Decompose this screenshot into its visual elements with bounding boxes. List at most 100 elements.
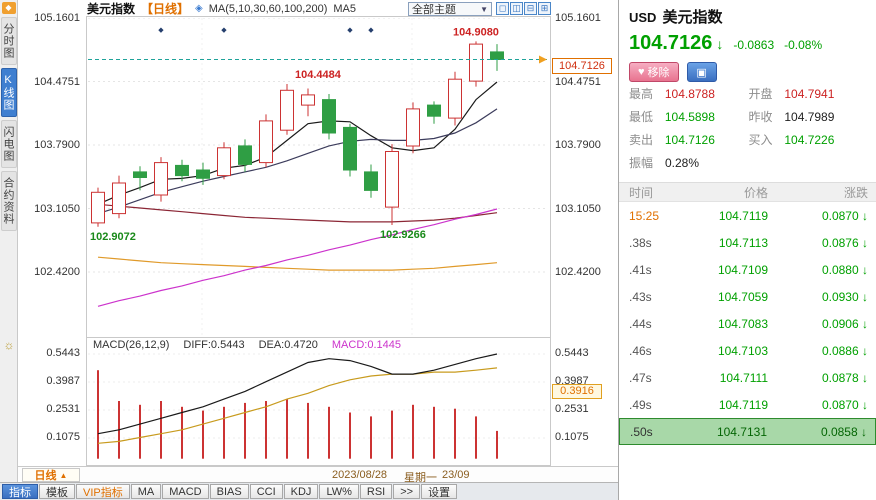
left-price-axis: 105.1601 104.4751 103.7900 103.1050 102.4200… <box>18 0 84 500</box>
alert-icon: ▣ <box>696 66 707 79</box>
quote-price-row: 104.7126 ↓ -0.0863 -0.08% <box>629 32 868 55</box>
stat-label: 开盘 <box>748 87 773 101</box>
tick-row[interactable]: .43s 104.7059 0.0930 ↓ <box>619 283 876 310</box>
stat-row: 最高 104.8788 开盘 104.7941 <box>629 82 868 105</box>
tick-row[interactable]: 15:25 104.7119 0.0870 ↓ <box>619 202 876 229</box>
bottom-tab-10[interactable]: RSI <box>359 484 393 499</box>
bottom-tab-2[interactable]: 模板 <box>39 484 75 499</box>
layout-button-1-icon[interactable]: ◻ <box>496 2 509 15</box>
stat-label: 振幅 <box>629 156 654 170</box>
chart-frame <box>86 16 551 466</box>
tick-row[interactable]: .38s 104.7113 0.0876 ↓ <box>619 229 876 256</box>
tick-change: 0.0886 ↓ <box>821 343 868 358</box>
bottom-tab-9[interactable]: LW% <box>319 484 359 499</box>
tick-row[interactable]: .49s 104.7119 0.0870 ↓ <box>619 391 876 418</box>
svg-text:◆: ◆ <box>221 27 227 34</box>
price-axis-label: 103.7900 <box>555 139 601 151</box>
remove-button-label: 移除 <box>647 67 670 79</box>
alert-button[interactable]: ▣ <box>686 62 717 82</box>
bottom-tab-3[interactable]: VIP指标 <box>76 484 130 499</box>
tick-price: 104.7119 <box>718 397 768 412</box>
sidebar-tabs: 分时图 K线图闪电图合约资料 <box>0 17 17 231</box>
svg-text:104.9080: 104.9080 <box>453 26 499 38</box>
symbol-name: 美元指数 <box>662 9 723 26</box>
sidebar-item-2[interactable]: K线图 <box>1 68 17 117</box>
tick-row[interactable]: .44s 104.7083 0.0906 ↓ <box>619 310 876 337</box>
theme-dropdown[interactable]: 全部主题 ▼ <box>408 2 492 16</box>
tick-time: .43s <box>629 289 652 304</box>
theme-dropdown-label: 全部主题 <box>412 4 456 16</box>
macd-header: MACD(26,12,9) DIFF:0.5443 DEA:0.4720 MAC… <box>87 337 550 351</box>
layout-buttons: ◻ ◫ ⊟ ⊞ <box>496 2 551 15</box>
stat-row: 卖出 104.7126 买入 104.7226 <box>629 128 868 151</box>
layout-button-4-icon[interactable]: ⊞ <box>538 2 551 15</box>
tick-row[interactable]: .46s 104.7103 0.0886 ↓ <box>619 337 876 364</box>
bottom-tab-6[interactable]: BIAS <box>209 484 249 499</box>
macd-axis-label: 0.5443 <box>46 347 80 359</box>
quote-actions: ♥ 移除 ▣ <box>629 62 868 82</box>
price-axis-label: 103.1050 <box>34 202 80 215</box>
ma-settings-label: MA(5,10,30,60,100,200) <box>208 2 328 15</box>
macd-axis-label: 0.1075 <box>46 431 80 443</box>
bottom-tab-7[interactable]: CCI <box>249 484 283 499</box>
stat-value: 104.7941 <box>784 86 835 101</box>
bottom-tab-4[interactable]: MA <box>130 484 162 499</box>
last-price: 104.7126 <box>629 32 713 54</box>
x-axis-range-end: 23/09 <box>442 469 470 481</box>
tick-price: 104.7113 <box>718 235 768 250</box>
bottom-tab-11[interactable]: >> <box>393 484 421 499</box>
bottom-tab-12[interactable]: 设置 <box>421 484 458 499</box>
svg-text:104.4484: 104.4484 <box>295 69 342 81</box>
layout-button-2-icon[interactable]: ◫ <box>510 2 523 15</box>
price-axis-label: 105.1601 <box>555 12 601 24</box>
indicator-toolbar: 指标 模板 VIP指标 MA MACD BIAS CCI KDJ LW% RSI >> 设置 <box>0 482 618 500</box>
macd-chart[interactable] <box>88 350 548 464</box>
ticks-col-price: 价格 <box>743 185 768 200</box>
macd-axis-label: 0.5443 <box>555 347 589 359</box>
tick-time: 15:25 <box>629 208 660 223</box>
candlestick-chart[interactable]: ◆ ◆ ◆ ◆ 104.9080 104.4484 102.9072 102.9266 <box>88 18 548 336</box>
stat-value: 104.5898 <box>664 109 715 124</box>
x-axis-date: 2023/08/28 <box>332 469 388 481</box>
price-axis-label: 103.1050 <box>555 202 601 215</box>
bottom-tab-5[interactable]: MACD <box>162 484 209 499</box>
stat-value: 104.7226 <box>784 132 835 147</box>
ticks-col-change: 涨跌 <box>843 185 868 200</box>
left-sidebar: ◆ 分时图 K线图闪电图合约资料 ☼ <box>0 0 18 482</box>
stat-label: 买入 <box>748 133 773 147</box>
quote-stats: 最高 104.8788 开盘 104.7941 最低 104.5898 昨收 104.7989… <box>629 82 868 174</box>
svg-text:102.9072: 102.9072 <box>90 231 136 243</box>
macd-axis-label: 0.1075 <box>555 431 589 443</box>
svg-text:◆: ◆ <box>368 27 374 34</box>
price-axis-label: 105.1601 <box>34 12 80 24</box>
triangle-up-icon: ▲ <box>59 470 68 480</box>
remove-button[interactable]: ♥ 移除 <box>629 62 679 82</box>
sidebar-item-1[interactable]: 分时图 <box>1 17 17 65</box>
tick-row[interactable]: .47s 104.7111 0.0878 ↓ <box>619 364 876 391</box>
tick-row[interactable]: .50s 104.7131 0.0858 ↓ <box>619 418 876 445</box>
chart-note-icon[interactable]: ◈ <box>195 3 203 14</box>
x-axis-weekday: 星期一 <box>404 472 437 484</box>
chart-header: 美元指数 【日线】 ◈ MA(5,10,30,60,100,200) MA5 <box>87 1 356 16</box>
svg-text:102.9266: 102.9266 <box>380 229 426 241</box>
chart-period-label[interactable]: 【日线】 <box>141 2 190 16</box>
sidebar-item-3[interactable]: 闪电图 <box>1 120 17 168</box>
bottom-tab-1[interactable]: 指标 <box>2 484 38 499</box>
bottom-tab-8[interactable]: KDJ <box>283 484 319 499</box>
stat-label: 卖出 <box>629 133 654 147</box>
sidebar-item-4[interactable]: 合约资料 <box>1 171 17 231</box>
macd-axis-label: 0.2531 <box>46 403 80 415</box>
tick-row[interactable]: .41s 104.7109 0.0880 ↓ <box>619 256 876 283</box>
app-logo-icon: ◆ <box>1 2 16 14</box>
macd-diff-label: DIFF:0.5443 <box>183 339 245 351</box>
ticks-col-time: 时间 <box>629 185 654 200</box>
tick-time: .44s <box>629 316 652 331</box>
macd-axis-label: 0.2531 <box>555 403 589 415</box>
right-price-axis: 105.1601 104.4751 103.7900 103.1050 102.4200… <box>553 0 617 500</box>
stat-label: 最高 <box>629 87 654 101</box>
stat-row: 最低 104.5898 昨收 104.7989 <box>629 105 868 128</box>
layout-button-3-icon[interactable]: ⊟ <box>524 2 537 15</box>
period-tab[interactable]: 日线 ▲ <box>22 468 80 482</box>
gear-icon[interactable]: ☼ <box>3 338 15 352</box>
